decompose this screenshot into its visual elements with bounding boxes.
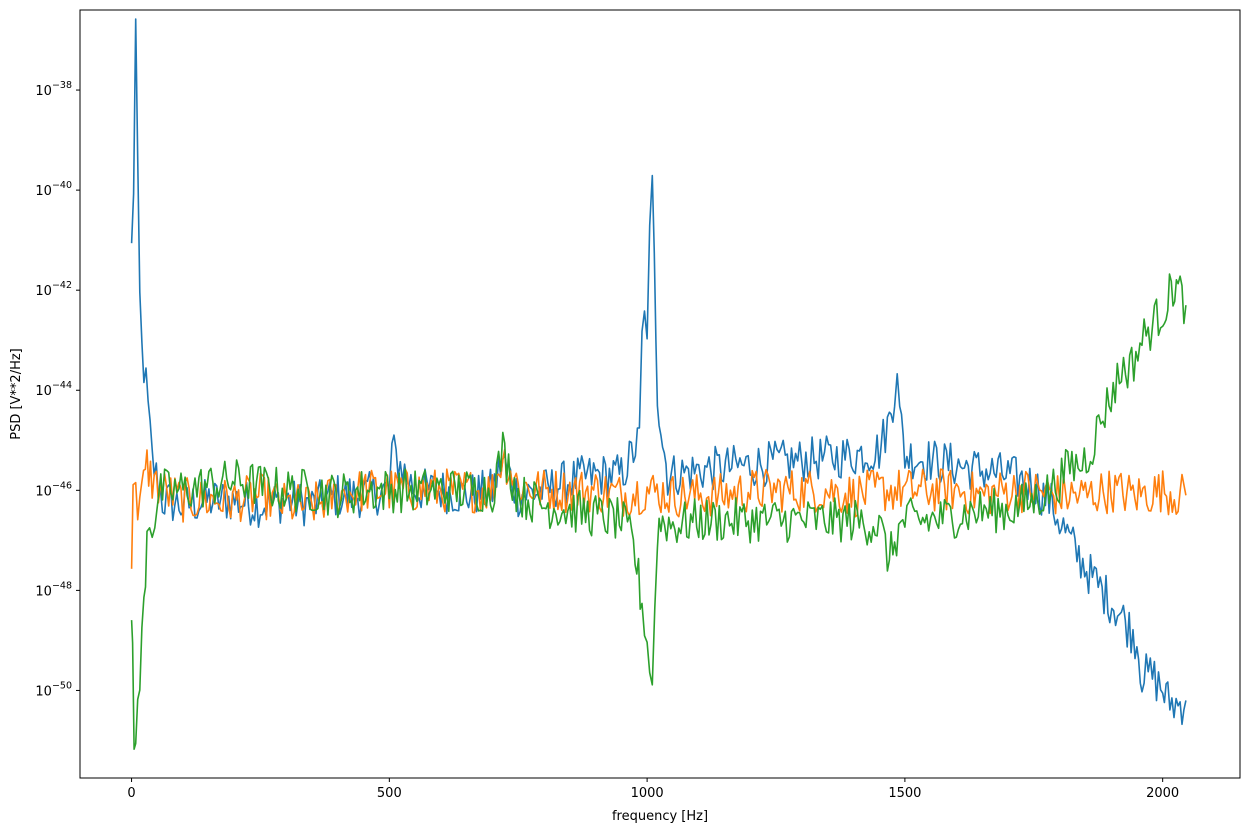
- y-axis-label: PSD [V**2/Hz]: [9, 348, 24, 440]
- x-axis-label: frequency [Hz]: [612, 809, 708, 824]
- y-tick-label: 10−42: [35, 280, 72, 299]
- series-line-3: [130, 273, 1187, 750]
- plot-frame: [79, 9, 1241, 779]
- x-tick-label: 0: [127, 786, 135, 801]
- y-tick-label: 10−48: [35, 580, 72, 599]
- y-tick-label: 10−40: [35, 180, 72, 199]
- y-tick-label: 10−50: [35, 680, 72, 699]
- x-tick-label: 2000: [1146, 786, 1179, 801]
- series-layer: [130, 18, 1187, 750]
- y-tick-label: 10−38: [35, 80, 72, 99]
- x-tick-label: 1500: [888, 786, 921, 801]
- y-axis-ticks: 10−38 10−40 10−42 10−44 10−46 10−48 10−50: [35, 80, 80, 699]
- y-tick-label: 10−44: [35, 380, 72, 399]
- x-tick-label: 500: [377, 786, 402, 801]
- x-axis-ticks: 0 500 1000 1500 2000: [127, 778, 1179, 801]
- plot-area: [130, 18, 1187, 750]
- y-tick-label: 10−46: [35, 480, 72, 499]
- x-tick-label: 1000: [631, 786, 664, 801]
- series-line-1: [130, 18, 1187, 726]
